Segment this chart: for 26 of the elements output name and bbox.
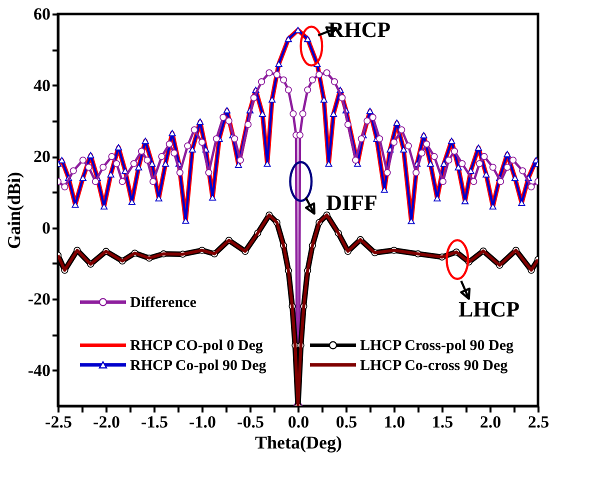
x-tick-label: 1.0 <box>384 412 406 432</box>
x-tick-label: -2.0 <box>93 412 120 432</box>
legend-label: LHCP Co-cross 90 Deg <box>360 358 508 374</box>
x-tick-label: 2.5 <box>528 412 550 432</box>
legend-label: Difference <box>130 295 197 312</box>
x-tick-label: -2.5 <box>45 412 72 432</box>
x-tick-label: 0.5 <box>336 412 358 432</box>
legend-label: RHCP CO-pol 0 Deg <box>130 338 264 354</box>
legend-label: LHCP Cross-pol 90 Deg <box>360 338 514 354</box>
legend-label: RHCP Co-pol 90 Deg <box>130 358 267 374</box>
x-tick-label: -1.0 <box>189 412 216 432</box>
x-tick-label: 1.5 <box>432 412 454 432</box>
annotation: LHCP <box>458 296 520 322</box>
y-tick-label: 20 <box>34 147 50 166</box>
y-tick-label: 40 <box>34 76 50 95</box>
annotation: DIFF <box>326 190 378 215</box>
y-tick-label: 60 <box>34 4 50 24</box>
x-tick-label: -1.5 <box>141 412 168 432</box>
y-axis-title: Gain(dBi) <box>4 172 24 250</box>
y-tick-label: -20 <box>28 290 50 309</box>
x-tick-label: 0.0 <box>288 412 310 432</box>
y-tick-label: 0 <box>42 218 50 238</box>
x-tick-label: 2.0 <box>480 412 502 432</box>
x-axis-title: Theta(Deg) <box>255 432 342 452</box>
x-tick-label: -0.5 <box>237 412 264 432</box>
y-tick-label: -40 <box>28 360 50 380</box>
